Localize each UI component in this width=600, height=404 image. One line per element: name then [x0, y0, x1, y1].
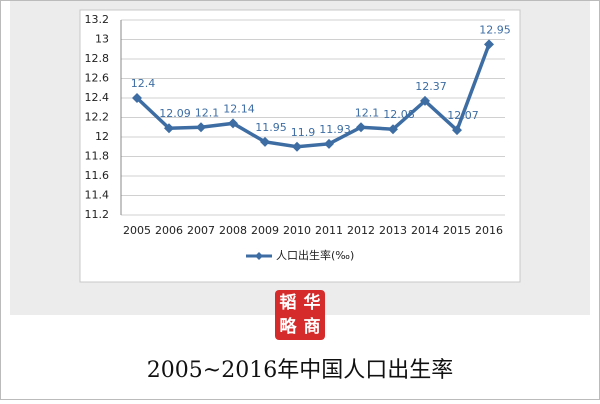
- data-label: 11.93: [319, 123, 351, 136]
- x-tick-label: 2009: [251, 224, 279, 237]
- marker: [452, 125, 462, 136]
- x-tick-label: 2012: [347, 224, 375, 237]
- data-label: 12.4: [131, 77, 156, 90]
- y-tick-label: 13: [95, 33, 109, 46]
- y-tick-label: 11.8: [85, 150, 110, 163]
- data-label: 12.07: [447, 109, 479, 122]
- data-label: 11.95: [255, 121, 287, 134]
- chart-title: 2005~2016年中国人口出生率: [147, 358, 453, 383]
- marker: [484, 39, 494, 50]
- y-tick-label: 12.2: [85, 111, 110, 124]
- data-label: 12.1: [355, 106, 380, 119]
- marker: [196, 122, 206, 133]
- x-tick-label: 2005: [123, 224, 151, 237]
- logo-char: 华: [304, 292, 321, 313]
- data-label: 12.14: [223, 102, 255, 115]
- marker: [324, 138, 334, 149]
- y-tick-label: 11.2: [85, 208, 110, 221]
- data-label: 11.9: [291, 126, 316, 139]
- x-tick-label: 2016: [475, 224, 503, 237]
- marker: [388, 124, 398, 135]
- x-tick-label: 2014: [411, 224, 439, 237]
- line: [135, 43, 491, 149]
- x-tick-label: 2006: [155, 224, 183, 237]
- logo-box: [275, 290, 325, 340]
- logo: 韬 华 略 商: [275, 290, 325, 340]
- marker: [260, 136, 270, 147]
- marker: [292, 141, 302, 152]
- marker: [132, 93, 142, 103]
- y-tick-label: 12.6: [85, 72, 110, 85]
- y-tick-label: 11.4: [85, 189, 110, 202]
- y-tick-label: 11.6: [85, 169, 110, 182]
- y-tick-label: 12: [95, 130, 109, 143]
- legend-marker: [255, 252, 263, 260]
- logo-char: 略: [280, 316, 298, 337]
- data-label: 12.09: [159, 107, 191, 120]
- data-label: 12.08: [383, 108, 415, 121]
- y-tick-label: 13.2: [85, 13, 110, 26]
- data-label: 12.37: [415, 80, 447, 93]
- data-label: 12.95: [479, 23, 511, 36]
- logo-char: 韬: [280, 293, 297, 313]
- data-label: 12.1: [195, 106, 220, 119]
- x-tick-label: 2008: [219, 224, 247, 237]
- marker: [420, 95, 430, 106]
- x-tick-label: 2015: [443, 224, 471, 237]
- x-tick-label: 2010: [283, 224, 311, 237]
- logo-char: 商: [304, 316, 321, 337]
- y-tick-label: 12.8: [85, 52, 110, 65]
- marker: [164, 123, 174, 134]
- x-tick-label: 2011: [315, 224, 343, 237]
- x-tick-label: 2013: [379, 224, 407, 237]
- legend-label: 人口出生率(‰): [276, 248, 354, 262]
- y-tick-label: 12.4: [85, 91, 110, 104]
- marker: [356, 122, 366, 133]
- marker: [228, 118, 238, 129]
- x-tick-label: 2007: [187, 224, 215, 237]
